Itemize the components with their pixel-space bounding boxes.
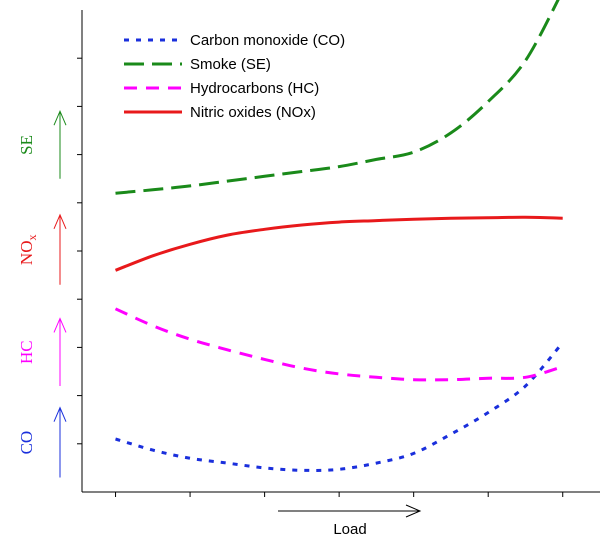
series-line-smoke-se: [115, 0, 560, 195]
legend: Carbon monoxide (CO) Smoke (SE) Hydrocarbo…: [124, 32, 345, 121]
legend-label: Smoke (SE): [190, 56, 271, 73]
side-arrow-head: [53, 317, 67, 333]
y-ticks: [77, 57, 82, 445]
legend-label: Hydrocarbons (HC): [190, 80, 319, 97]
legend-label: Carbon monoxide (CO): [190, 32, 345, 49]
x-ticks: [115, 492, 564, 497]
x-axis-label: Load: [333, 521, 366, 538]
legend-label: Nitric oxides (NOx): [190, 104, 316, 121]
series-line-carbon-monoxide-co: [115, 341, 564, 472]
side-label-text: HC: [17, 340, 36, 364]
side-arrow-head: [53, 213, 67, 230]
side-arrow-head: [53, 109, 67, 126]
series-line-nitric-oxides-nox: [114, 215, 563, 272]
x-axis-title: Load: [278, 504, 422, 538]
side-arrow-head: [53, 406, 67, 422]
side-labels: CO HC NOx SE: [17, 109, 67, 478]
side-label-co: CO: [17, 406, 67, 478]
side-label-hc: HC: [17, 317, 67, 386]
series-line-hydrocarbons-hc: [114, 307, 564, 382]
side-label-se: SE: [17, 109, 67, 179]
axes-frame: [77, 10, 600, 497]
side-label-no: NOx: [17, 213, 67, 285]
side-label-text: CO: [17, 431, 36, 455]
side-label-text: NOx: [17, 235, 39, 266]
side-label-text: SE: [17, 135, 36, 155]
load-arrow-head: [405, 504, 422, 518]
series-layer: [114, 0, 564, 472]
